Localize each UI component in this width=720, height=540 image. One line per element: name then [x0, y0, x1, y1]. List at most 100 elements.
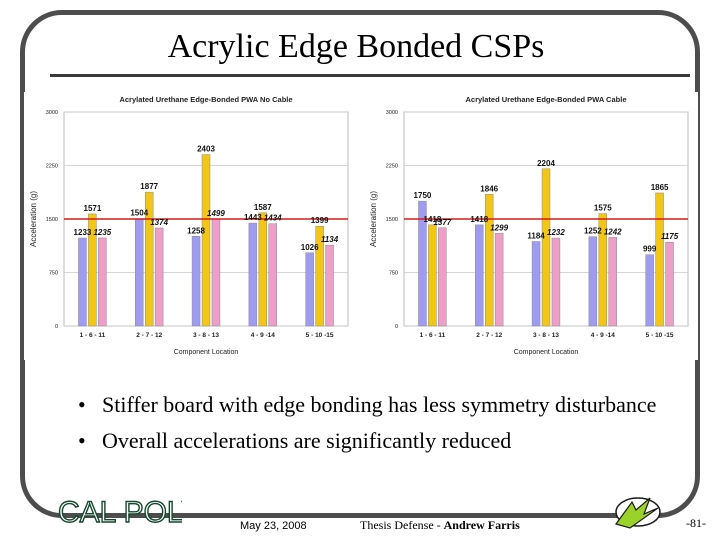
chart-no-cable: Acrylated Urethane Edge-Bonded PWA No Ca…: [24, 92, 358, 360]
bar: [258, 212, 268, 327]
data-label: 1587: [254, 203, 272, 212]
bar: [418, 200, 427, 327]
data-label: 1233: [74, 228, 92, 237]
x-tick-label: 5 - 10 -15: [306, 332, 334, 339]
data-label: 1235: [93, 228, 111, 237]
bar: [268, 223, 277, 327]
data-label: 999: [643, 245, 657, 254]
data-label: 1374: [150, 218, 168, 227]
bullet-list: • Stiffer board with edge bonding has les…: [78, 390, 678, 462]
y-axis-label: Acceleration (g): [369, 191, 378, 247]
chart-cable: Acrylated Urethane Edge-Bonded PWA Cable…: [364, 92, 698, 360]
data-label: 1750: [414, 191, 432, 200]
chart-title: Acrylated Urethane Edge-Bonded PWA No Ca…: [119, 95, 292, 104]
footer-author: Andrew Farris: [443, 518, 520, 532]
x-tick-label: 1 - 6 - 11: [420, 332, 446, 339]
y-tick-label: 1500: [46, 217, 58, 223]
y-tick-label: 3000: [46, 110, 58, 116]
data-label: 1434: [264, 214, 282, 223]
data-label: 1377: [433, 218, 451, 227]
bar: [608, 237, 617, 327]
y-tick-label: 2250: [46, 164, 58, 170]
cal-poly-logo: CAL POLY: [58, 495, 182, 529]
bar: [665, 241, 674, 327]
data-label: 1399: [311, 216, 329, 225]
bar: [645, 254, 654, 327]
title-divider: [50, 74, 690, 77]
data-label: 1026: [301, 243, 319, 252]
bar: [541, 168, 551, 327]
y-tick-label: 750: [49, 271, 58, 277]
y-tick-label: 750: [389, 271, 398, 277]
data-label: 1504: [130, 209, 148, 218]
x-tick-label: 5 - 10 -15: [646, 332, 674, 339]
data-label: 1418: [470, 215, 488, 224]
y-axis-label: Acceleration (g): [29, 191, 38, 247]
x-tick-label: 4 - 9 -14: [251, 332, 276, 339]
bullet-text: Overall accelerations are significantly …: [102, 428, 512, 453]
data-label: 1252: [584, 227, 602, 236]
bar: [325, 244, 334, 327]
data-label: 1175: [661, 232, 679, 241]
bar: [78, 237, 87, 327]
data-label: 1232: [547, 228, 565, 237]
footer-date: May 23, 2008: [240, 520, 307, 532]
data-label: 1846: [480, 184, 498, 193]
chart-title: Acrylated Urethane Edge-Bonded PWA Cable: [465, 95, 626, 104]
bar: [438, 227, 447, 327]
x-tick-label: 3 - 8 - 13: [533, 332, 559, 339]
slide-title: Acrylic Edge Bonded CSPs: [167, 28, 545, 65]
data-label: 1184: [527, 232, 545, 241]
data-label: 1299: [490, 223, 508, 232]
x-tick-label: 1 - 6 - 11: [80, 332, 106, 339]
data-label: 1575: [594, 204, 612, 213]
bar: [588, 236, 598, 327]
bar: [98, 237, 107, 327]
bar: [144, 191, 154, 327]
data-label: 1499: [207, 209, 225, 218]
footer-thesis: Thesis Defense - Andrew Farris: [360, 518, 520, 533]
data-label: 2204: [537, 159, 555, 168]
bar: [248, 222, 258, 327]
x-axis-label: Component Location: [174, 349, 239, 356]
lightning-logo-icon: [615, 497, 661, 529]
data-label: 1571: [84, 204, 102, 213]
bar: [305, 252, 314, 327]
bar: [655, 192, 664, 327]
bullet-item: • Overall accelerations are significantly…: [78, 426, 678, 456]
data-label: 1258: [187, 226, 205, 235]
logo-text: CAL POLY: [58, 496, 182, 529]
bullet-item: • Stiffer board with edge bonding has les…: [78, 390, 678, 420]
x-axis-label: Component Location: [514, 349, 579, 356]
data-label: 1443: [244, 213, 262, 222]
bar: [201, 154, 211, 327]
y-tick-label: 3000: [386, 110, 398, 116]
y-tick-label: 0: [395, 324, 398, 330]
bar: [211, 218, 221, 327]
bar: [88, 213, 97, 327]
data-label: 1242: [604, 227, 622, 236]
data-label: 1134: [321, 235, 339, 244]
bar: [484, 194, 494, 327]
bar: [598, 213, 608, 327]
bar: [191, 236, 201, 327]
data-label: 2403: [197, 145, 215, 154]
data-label: 1877: [140, 182, 158, 191]
y-tick-label: 1500: [386, 217, 398, 223]
bullet-icon: •: [78, 392, 86, 417]
bar: [494, 233, 504, 327]
bullet-text: Stiffer board with edge bonding has less…: [102, 392, 657, 417]
bar: [475, 224, 484, 327]
x-tick-label: 2 - 7 - 12: [476, 332, 502, 339]
bar: [315, 225, 324, 327]
bullet-icon: •: [78, 428, 86, 453]
x-tick-label: 3 - 8 - 13: [193, 332, 219, 339]
data-label: 1865: [651, 183, 669, 192]
y-tick-label: 0: [55, 324, 58, 330]
slide-number: -81-: [686, 516, 706, 530]
bar: [428, 224, 437, 327]
y-tick-label: 2250: [386, 164, 398, 170]
bar: [551, 237, 561, 327]
bar: [135, 218, 144, 327]
data-label: 1418: [424, 215, 442, 224]
